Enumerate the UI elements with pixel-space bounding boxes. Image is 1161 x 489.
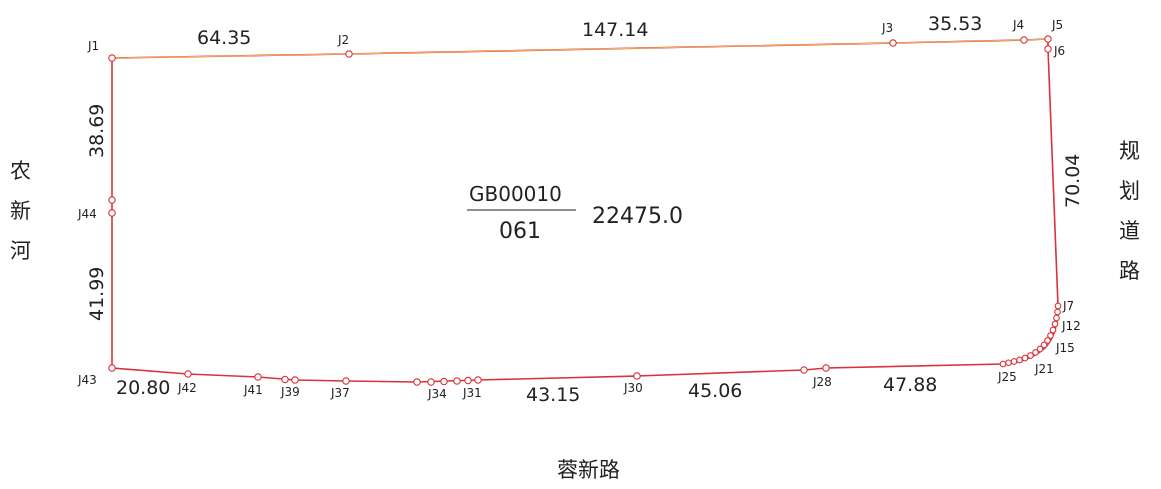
vertex-J4: [1020, 36, 1028, 44]
label-J37: J37: [330, 386, 350, 400]
vertex-J3: [889, 39, 897, 47]
road-west-char: 农: [10, 159, 31, 183]
vertex-J36: [413, 378, 421, 386]
dimension-147-14: 147.14: [582, 19, 648, 41]
road-east-char: 路: [1119, 259, 1140, 283]
dimension-41-99: 41.99: [86, 267, 108, 321]
vertex-J34: [440, 377, 448, 386]
vertex-J31: [474, 376, 482, 384]
road-west-char: 新: [10, 199, 31, 223]
label-J4: J4: [1012, 18, 1024, 32]
vertex-J30: [633, 372, 641, 380]
label-J21: J21: [1034, 362, 1054, 376]
parcel-boundary: [111, 38, 1059, 383]
vertex-J32: [464, 376, 472, 385]
label-J2: J2: [337, 33, 349, 47]
vertex-J28a: [800, 366, 808, 374]
parcel-number: 061: [499, 219, 541, 244]
vertex-J35: [427, 378, 435, 386]
arc-vertex-markers: [999, 302, 1062, 368]
dimension-47-88: 47.88: [883, 374, 937, 396]
road-south: 蓉新路: [557, 458, 620, 482]
road-labels: 农 新 河 规 划 道 路 蓉新路: [10, 139, 1140, 482]
vertex-J37: [342, 377, 350, 385]
vertex-J39: [281, 375, 289, 384]
label-J28: J28: [812, 375, 832, 389]
vertex-J38: [291, 376, 299, 384]
dimension-labels: 64.35 147.14 35.53 70.04 38.69 41.99 20.…: [86, 13, 1084, 406]
vertex-J6: [1044, 45, 1052, 53]
vertex-J2: [345, 50, 353, 58]
vertex-J28: [822, 364, 830, 372]
vertex-J44a: [108, 196, 116, 204]
vertex-J43: [108, 364, 116, 372]
label-J15: J15: [1055, 341, 1075, 355]
label-J43: J43: [77, 373, 97, 387]
road-east-char: 规: [1119, 139, 1140, 163]
vertex-markers: [108, 35, 1052, 386]
label-J31: J31: [462, 386, 482, 400]
parcel-annotation: GB00010 061 22475.0: [467, 182, 683, 244]
vertex-J33: [453, 377, 461, 385]
label-J7: J7: [1062, 299, 1074, 313]
vertex-J42: [184, 370, 192, 378]
dimension-45-06: 45.06: [688, 380, 742, 402]
road-west: 农 新 河: [10, 159, 31, 263]
label-J42: J42: [177, 381, 197, 395]
dimension-43-15: 43.15: [526, 384, 580, 406]
vertex-J5: [1044, 35, 1052, 43]
dimension-64-35: 64.35: [197, 27, 251, 49]
road-east-char: 划: [1119, 179, 1140, 203]
label-J25: J25: [997, 370, 1017, 384]
vertex-J1: [108, 54, 116, 62]
label-J12: J12: [1061, 319, 1081, 333]
label-J1: J1: [87, 39, 99, 53]
label-J3: J3: [881, 21, 893, 35]
label-J34: J34: [427, 387, 447, 401]
dimension-38-69: 38.69: [86, 104, 108, 158]
road-east-char: 道: [1119, 219, 1140, 243]
parcel-code: GB00010: [469, 182, 562, 206]
dimension-35-53: 35.53: [928, 13, 982, 35]
dimension-70-04: 70.04: [1062, 154, 1084, 208]
label-J44: J44: [77, 207, 97, 221]
label-J39: J39: [280, 385, 300, 399]
label-J30: J30: [623, 381, 643, 395]
point-labels: J1 J2 J3 J4 J5 J6 J7 J12 J15 J21 J25 J28…: [77, 18, 1081, 401]
label-J5: J5: [1051, 18, 1063, 32]
parcel-area: 22475.0: [592, 204, 683, 229]
dimension-20-80: 20.80: [116, 377, 170, 399]
vertex-J41: [254, 373, 262, 381]
label-J6: J6: [1053, 44, 1065, 58]
road-east: 规 划 道 路: [1119, 139, 1140, 283]
vertex-J44: [108, 209, 116, 217]
road-west-char: 河: [10, 239, 31, 263]
label-J41: J41: [243, 383, 263, 397]
